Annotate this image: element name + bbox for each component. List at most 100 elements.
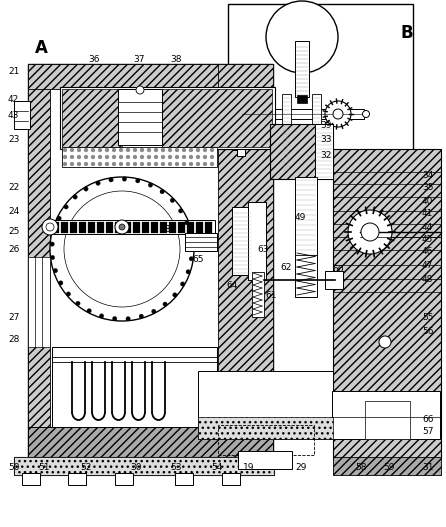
Bar: [315, 124, 333, 179]
Circle shape: [196, 162, 200, 166]
Circle shape: [154, 155, 158, 159]
Text: 38: 38: [170, 54, 182, 63]
Text: A: A: [35, 39, 48, 57]
Text: 34: 34: [422, 171, 434, 180]
Circle shape: [168, 162, 172, 166]
Bar: [218, 64, 273, 459]
Bar: [270, 124, 333, 179]
Text: 47: 47: [422, 260, 434, 269]
Text: 24: 24: [8, 208, 19, 217]
Circle shape: [148, 183, 153, 187]
Circle shape: [136, 179, 140, 183]
Text: 27: 27: [8, 313, 19, 321]
Circle shape: [122, 177, 127, 181]
Bar: [196, 222, 203, 233]
Circle shape: [77, 148, 81, 152]
Circle shape: [160, 190, 164, 194]
Bar: [232, 207, 252, 275]
Text: 44: 44: [422, 222, 433, 231]
Bar: [28, 64, 50, 459]
Circle shape: [147, 162, 151, 166]
Text: 21: 21: [8, 67, 19, 76]
Circle shape: [189, 155, 193, 159]
Circle shape: [140, 162, 144, 166]
Bar: [118, 89, 162, 145]
Text: 57: 57: [422, 427, 434, 436]
Circle shape: [77, 155, 81, 159]
Bar: [28, 434, 273, 459]
Circle shape: [73, 195, 77, 199]
Circle shape: [170, 198, 174, 202]
Text: 41: 41: [422, 210, 434, 219]
Text: 61: 61: [265, 290, 277, 299]
Circle shape: [42, 219, 58, 235]
Text: 30: 30: [130, 463, 141, 472]
Circle shape: [77, 162, 81, 166]
Circle shape: [182, 155, 186, 159]
Circle shape: [175, 148, 179, 152]
Bar: [282, 94, 291, 172]
Bar: [325, 271, 343, 289]
Bar: [68, 473, 86, 485]
Bar: [22, 473, 40, 485]
Circle shape: [210, 162, 214, 166]
Circle shape: [58, 281, 63, 285]
Circle shape: [133, 162, 137, 166]
Circle shape: [133, 148, 137, 152]
Text: 31: 31: [422, 463, 434, 472]
Circle shape: [50, 242, 54, 246]
Bar: [52, 347, 217, 427]
Text: 65: 65: [192, 256, 203, 265]
Text: 28: 28: [8, 335, 19, 344]
Bar: [115, 222, 122, 233]
Circle shape: [182, 162, 186, 166]
Text: 35: 35: [422, 182, 434, 191]
Circle shape: [126, 155, 130, 159]
Circle shape: [76, 301, 80, 306]
Bar: [52, 222, 59, 233]
Circle shape: [203, 162, 207, 166]
Circle shape: [185, 221, 189, 225]
Text: 66: 66: [422, 415, 434, 424]
Text: 29: 29: [295, 463, 306, 472]
Text: 43: 43: [8, 111, 19, 120]
Text: 52: 52: [80, 463, 91, 472]
Text: 63: 63: [257, 245, 268, 253]
Circle shape: [154, 162, 158, 166]
Bar: [28, 64, 273, 459]
Circle shape: [84, 187, 88, 191]
Bar: [28, 427, 273, 459]
Circle shape: [181, 282, 185, 286]
Circle shape: [52, 229, 57, 233]
Circle shape: [189, 148, 193, 152]
Circle shape: [189, 162, 193, 166]
Bar: [270, 124, 333, 179]
Bar: [14, 457, 274, 475]
Circle shape: [66, 292, 70, 296]
Circle shape: [119, 162, 123, 166]
Bar: [222, 473, 240, 485]
Circle shape: [203, 148, 207, 152]
Bar: [295, 255, 317, 297]
Text: 32: 32: [320, 151, 331, 160]
Text: 64: 64: [226, 280, 237, 289]
Bar: [178, 222, 185, 233]
Bar: [79, 222, 86, 233]
Circle shape: [266, 1, 338, 73]
Text: 58: 58: [355, 463, 367, 472]
Circle shape: [361, 223, 379, 241]
Text: B: B: [400, 24, 413, 42]
Text: 51: 51: [38, 463, 50, 472]
Text: 54: 54: [211, 463, 223, 472]
Circle shape: [152, 309, 156, 314]
Circle shape: [190, 247, 194, 251]
Circle shape: [63, 162, 67, 166]
Circle shape: [186, 270, 190, 274]
Bar: [248, 202, 266, 280]
Bar: [295, 41, 309, 97]
Circle shape: [178, 209, 183, 213]
Bar: [242, 109, 364, 119]
Circle shape: [91, 162, 95, 166]
Circle shape: [109, 178, 113, 182]
Circle shape: [325, 101, 351, 127]
